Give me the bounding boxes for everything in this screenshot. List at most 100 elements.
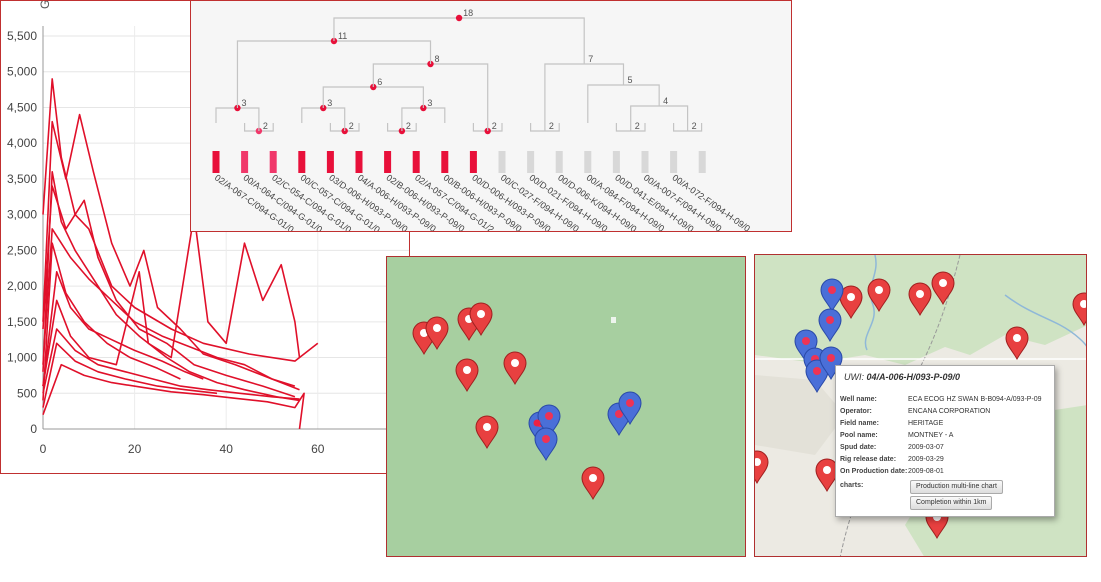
charts-row: charts: (840, 482, 908, 489)
series-line (42, 213, 301, 387)
pin-shape (618, 391, 642, 426)
y-tick-label: 500 (17, 386, 37, 400)
leaf-bar (670, 151, 678, 173)
map-pin-red-icon[interactable] (839, 285, 863, 320)
map-pin-blue-icon[interactable] (805, 359, 829, 394)
pin-shape (818, 308, 842, 343)
series-line (42, 242, 181, 401)
series-line (42, 171, 300, 402)
field-row-pool-name: Pool name: MONTNEY - A (840, 432, 953, 439)
pin-shape (469, 302, 493, 337)
field-value: 2009-03-07 (908, 444, 944, 451)
leaf-bar (384, 151, 392, 173)
series-line (42, 271, 204, 387)
field-value: 2009-03-29 (908, 456, 944, 463)
pin-center (827, 354, 835, 362)
uwi-heading: UWI: 04/A-006-H/093-P-09/0 (844, 372, 1054, 382)
node-count-label: 2 (635, 121, 640, 131)
completion-within-1km-button[interactable]: Completion within 1km (910, 496, 993, 510)
dendrogram-branch (301, 107, 346, 131)
uwi-label: UWI: (844, 372, 864, 382)
node-count-label: 2 (492, 121, 497, 131)
leaf-bar (326, 151, 334, 173)
node-count-label: 2 (263, 121, 268, 131)
charts-label: charts: (840, 482, 864, 489)
pin-shape (839, 285, 863, 320)
pin-center (433, 324, 441, 332)
river-line (1004, 294, 1086, 347)
node-count-label: 8 (435, 54, 440, 64)
well-dot (533, 419, 541, 427)
node-count-label: 4 (663, 96, 668, 106)
leaf-bar (612, 151, 620, 173)
pin-center (813, 367, 821, 375)
map-pin-red-icon[interactable] (908, 282, 932, 317)
x-tick-label: 0 (40, 442, 47, 456)
cluster-dendrogram: 2 3 2 3 2 3 6 2 8 11 2 2 2 4 5 7 18 02/A-067-C/094-G-01/0… (190, 0, 792, 232)
node-count-label: 3 (427, 98, 432, 108)
pin-center (545, 412, 553, 420)
map-pin-red-icon[interactable] (455, 358, 479, 393)
leaf-bar (441, 151, 449, 173)
field-row-spud-date: Spud date: 2009-03-07 (840, 444, 944, 451)
pin-center (477, 310, 485, 318)
map-pin-red-icon[interactable] (503, 351, 527, 386)
map-pin-red-icon[interactable] (867, 278, 891, 313)
pin-shape (805, 359, 829, 394)
pin-center (1080, 300, 1086, 308)
map-pin-red-icon[interactable] (931, 271, 955, 306)
river-line (864, 255, 877, 351)
field-value: 2009-08-01 (908, 468, 944, 475)
pin-center (823, 466, 831, 474)
dendrogram-branch (544, 63, 625, 131)
x-tick-label: 20 (128, 442, 142, 456)
production-multiline-chart-button[interactable]: Production multi-line chart (910, 480, 1003, 494)
leaf-bar (498, 151, 506, 173)
map-pin-red-icon[interactable] (469, 302, 493, 337)
field-row-well-name: Well name: ECA ECOG HZ SWAN B-B094-A/093-… (840, 396, 1042, 403)
leaf-bar (298, 151, 306, 173)
series-line (42, 363, 305, 430)
map-pin-blue-icon[interactable] (618, 391, 642, 426)
map-pin-blue-icon[interactable] (818, 308, 842, 343)
leaf-bar (641, 151, 649, 173)
pin-shape (908, 282, 932, 317)
leaf-bar (698, 151, 706, 173)
node-count-label: 7 (588, 54, 593, 64)
pin-shape (755, 450, 769, 485)
pin-center (542, 435, 550, 443)
pin-shape (425, 316, 449, 351)
y-tick-label: 2,500 (7, 243, 37, 257)
pin-center (589, 474, 597, 482)
pin-shape (534, 427, 558, 462)
pin-center (802, 337, 810, 345)
map-pin-red-icon[interactable] (1072, 292, 1087, 327)
field-row-operator: Operator: ENCANA CORPORATION (840, 408, 990, 415)
pin-shape (1005, 326, 1029, 361)
leaf-bar (469, 151, 477, 173)
leaf-bar (241, 151, 249, 173)
map-pin-blue-icon[interactable] (820, 278, 844, 313)
node-count-label: 11 (338, 31, 347, 41)
map-pin-red-icon[interactable] (581, 466, 605, 501)
field-label: Field name: (840, 420, 879, 427)
pin-center (1013, 334, 1021, 342)
field-value: MONTNEY - A (908, 432, 954, 439)
y-tick-label: 2,000 (7, 279, 37, 293)
pin-center (463, 366, 471, 374)
map-pin-blue-icon[interactable] (534, 427, 558, 462)
well-map-green[interactable] (386, 256, 746, 557)
pin-shape (867, 278, 891, 313)
map-pin-red-icon[interactable] (1005, 326, 1029, 361)
map-pin-red-icon[interactable] (475, 415, 499, 450)
dendrogram-node (455, 14, 463, 22)
node-count-label: 2 (406, 121, 411, 131)
well-map-terrain[interactable]: UWI: 04/A-006-H/093-P-09/0 Well name: ECA… (754, 254, 1087, 557)
map-pin-red-icon[interactable] (755, 450, 769, 485)
y-tick-label: 0 (30, 422, 37, 436)
map-pin-red-icon[interactable] (425, 316, 449, 351)
green-map-svg[interactable] (387, 257, 746, 557)
leaf-bar (269, 151, 277, 173)
series-line (42, 328, 300, 400)
pin-center (615, 410, 623, 418)
